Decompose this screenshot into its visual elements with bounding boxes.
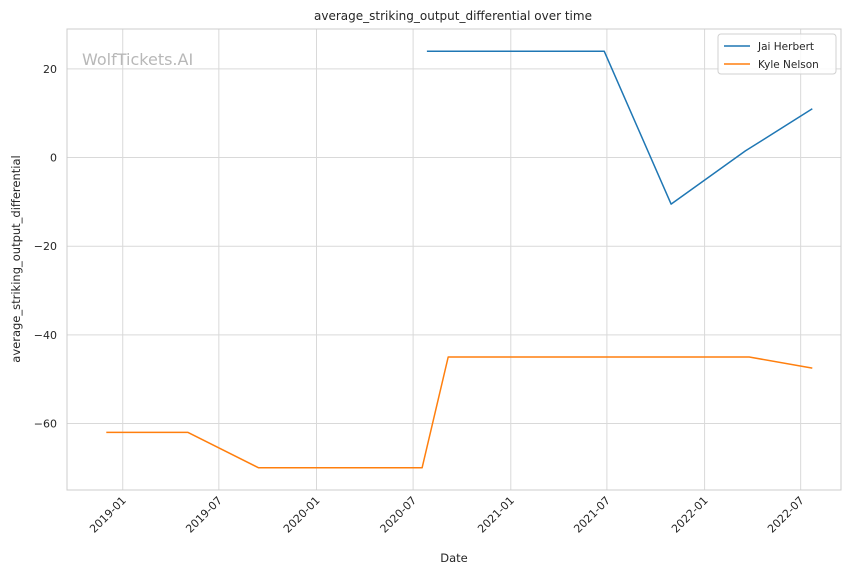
series-lines	[106, 50, 813, 469]
x-tick-label: 2022-07	[765, 494, 807, 536]
series-line-kyle-nelson	[106, 356, 813, 469]
tick-labels: 20 0 −20 −40 −60 2019-01 2019-07 2020-01 2020-07…	[34, 63, 807, 536]
x-tick-label: 2021-01	[475, 494, 517, 536]
watermark: WolfTickets.AI	[82, 50, 193, 69]
legend: Jai Herbert Kyle Nelson	[717, 33, 837, 75]
x-axis-title: Date	[440, 551, 468, 565]
y-tick-label: 20	[43, 63, 57, 76]
plot-frame	[66, 28, 842, 491]
x-tick-label: 2019-01	[87, 494, 129, 536]
x-tick-label: 2020-07	[378, 494, 420, 536]
chart-title: average_striking_output_differential ove…	[314, 9, 592, 23]
grid	[67, 29, 841, 490]
x-tick-label: 2020-01	[281, 494, 323, 536]
y-tick-label: −40	[34, 329, 57, 342]
x-tick-label: 2019-07	[183, 494, 225, 536]
x-tick-label: 2022-01	[669, 494, 711, 536]
y-tick-label: −20	[34, 240, 57, 253]
x-tick-label: 2021-07	[571, 494, 613, 536]
y-tick-label: −60	[34, 418, 57, 431]
legend-label: Jai Herbert	[757, 41, 814, 53]
legend-label: Kyle Nelson	[758, 59, 819, 71]
y-tick-label: 0	[50, 152, 57, 165]
series-line-jai-herbert	[426, 50, 813, 205]
y-axis-title: average_striking_output_differential	[9, 155, 23, 362]
